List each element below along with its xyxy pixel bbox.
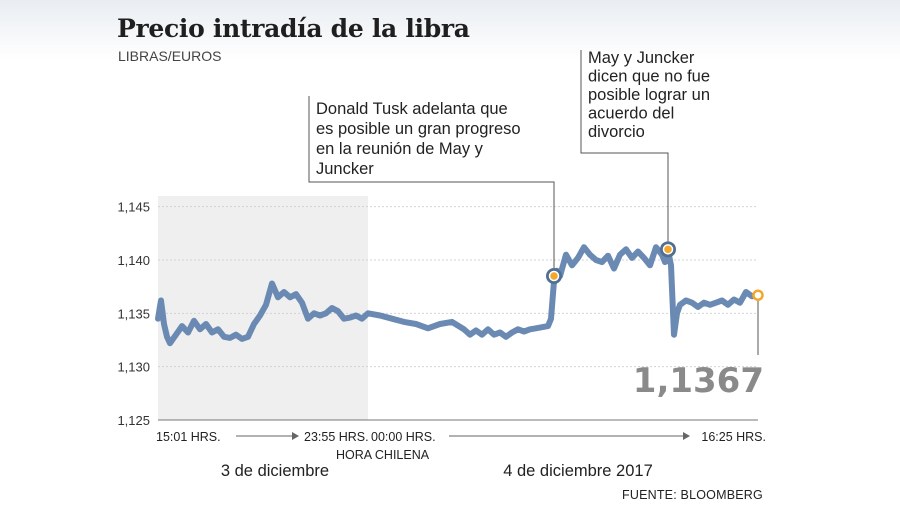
header-band [0,0,900,60]
day-label: 3 de diciembre [221,462,329,480]
arrow-head [683,432,690,440]
annotation-text-line: Juncker [316,160,374,178]
source-label: FUENTE: BLOOMBERG [622,488,763,502]
chart-title: Precio intradía de la libra [117,14,470,43]
annotation-marker [548,270,560,282]
annotation-text-line: acuerdo del [588,105,674,123]
x-tick-label: 16:25 HRS. [701,430,766,444]
x-tick-label: HORA CHILENA [336,448,430,462]
x-tick-label: 23:55 HRS. [304,430,369,444]
chart-subtitle: LIBRAS/EUROS [118,48,222,64]
annotation-text-line: divorcio [588,123,645,141]
last-value-label: 1,1367 [633,361,764,401]
annotation-marker [662,244,674,255]
arrow-head [292,432,299,440]
x-tick-label: 00:00 HRS. [371,430,436,444]
annotation-text-line: es posible un gran progreso [316,120,521,138]
y-tick-label: 1,125 [117,413,150,428]
annotation-text-line: posible lograr un [588,86,710,104]
price-line [155,244,761,347]
annotation-leader [308,96,555,268]
annotation-text-line: Donald Tusk adelanta que [316,100,508,118]
day-label: 4 de diciembre 2017 [503,462,653,480]
x-tick-label: 15:01 HRS. [156,430,221,444]
annotation-text-line: May y Juncker [588,49,695,67]
y-tick-label: 1,140 [117,253,150,268]
y-tick-label: 1,135 [117,306,150,321]
annotation-text-line: en la reunión de May y [316,140,484,158]
y-tick-label: 1,145 [117,200,150,215]
annotation-text-line: dicen que no fue [588,68,710,86]
y-tick-label: 1,130 [117,360,150,375]
annotation-leader [580,50,669,242]
last-value-marker [752,289,764,301]
